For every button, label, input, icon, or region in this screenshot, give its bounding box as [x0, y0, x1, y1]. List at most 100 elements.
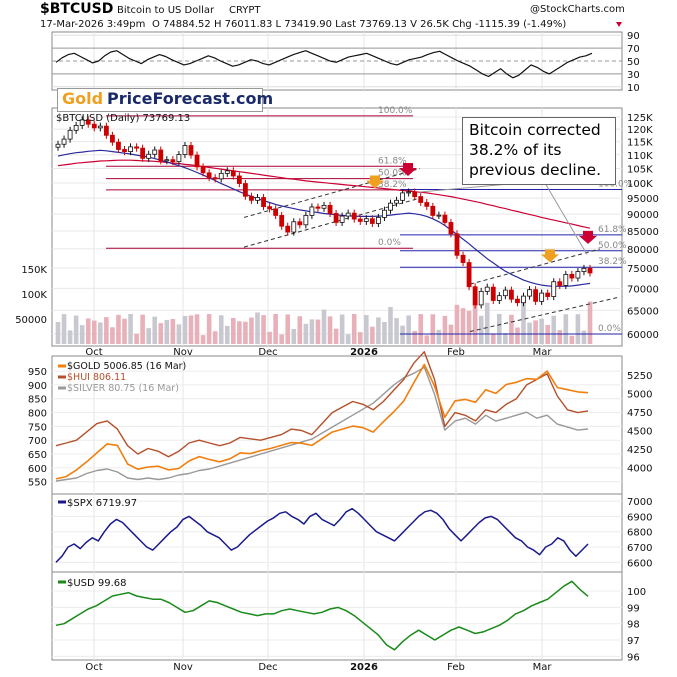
candle-body [527, 289, 532, 297]
candle-body [122, 149, 127, 152]
volume-bar [587, 301, 593, 344]
volume-bar [400, 325, 405, 344]
candle-body [363, 218, 369, 222]
annotation-line-3: previous decline. [469, 161, 601, 179]
spx-tick-label: 6800 [627, 528, 652, 539]
annotation-line-2: 38.2% of its [469, 141, 562, 159]
x-tick-label-bottom: Dec [258, 662, 277, 673]
volume-bar [351, 314, 357, 344]
volume-bar [527, 322, 532, 344]
logo: Gold PriceForecast.com [57, 88, 273, 112]
volume-bar [158, 323, 164, 344]
x-tick-label-top: Dec [258, 347, 277, 358]
volume-bar [364, 315, 369, 344]
x-tick-label-top: Feb [447, 347, 465, 358]
usd-panel [51, 571, 623, 661]
x-tick-label-top: Mar [533, 347, 553, 358]
fib-label: 100.0% [378, 106, 413, 116]
price-panel [51, 107, 623, 347]
candle-body [249, 195, 254, 201]
volume-bar [128, 314, 133, 344]
price-tick-label: 120K [627, 125, 653, 136]
x-tick-label-bottom: Mar [533, 662, 553, 673]
x-tick-label-bottom: 2026 [350, 662, 378, 673]
trend-channel-lower-2 [469, 296, 621, 333]
price-panel-content: 60000 65000 70000 75000 80000 85000 90000 95000… [15, 106, 659, 344]
candle-body [200, 166, 206, 174]
candle-body [333, 213, 339, 223]
price-tick-label: 100K [627, 179, 653, 190]
header-exchange: CRYPT [229, 5, 261, 16]
volume-bar [152, 316, 158, 344]
candle-body [146, 153, 152, 159]
candle-body [321, 204, 327, 209]
volume-bar [339, 314, 345, 344]
x-tick-label-top: Nov [173, 347, 193, 358]
metals-left-tick-label: 750 [28, 422, 47, 433]
metals-left-tick-label: 800 [28, 409, 47, 420]
rsi-line [55, 50, 593, 79]
gold-line [55, 363, 589, 480]
metals-left-tick-label: 900 [28, 381, 47, 392]
header-datetime: 17-Mar-2026 3:49pm [40, 19, 145, 30]
candle-body [472, 286, 478, 306]
metals-right-tick-label: 5250 [627, 371, 652, 382]
volume-bar [581, 330, 587, 344]
volume-bar [466, 310, 472, 344]
rsi-tick-label: 30 [627, 70, 640, 81]
spx-legend-label: $SPX 6719.97 [67, 498, 137, 509]
volume-bar [267, 331, 272, 344]
candle-body [164, 159, 170, 162]
candle-body [454, 233, 460, 256]
volume-bar [218, 315, 224, 344]
volume-bar [472, 304, 478, 344]
candle-body [436, 214, 442, 217]
volume-bar [418, 314, 424, 344]
volume-bar [376, 317, 381, 344]
x-tick-label-bottom: Nov [173, 662, 193, 673]
candle-body [521, 295, 526, 304]
header-symbol: $BTCUSD [40, 1, 113, 17]
price-tick-label: 115K [627, 138, 653, 149]
spx-tick-label: 6700 [627, 543, 652, 554]
usd-tick-label: 96 [627, 652, 640, 663]
metals-left-tick-label: 950 [28, 367, 47, 378]
volume-bar [327, 316, 333, 344]
volume-bar [261, 315, 266, 344]
candle-body [97, 125, 103, 129]
volume-bar [563, 314, 569, 344]
candle-body [587, 268, 593, 274]
spx-tick-label: 6900 [627, 512, 652, 523]
candle-body [448, 222, 454, 235]
rsi-tick-label: 10 [627, 83, 640, 94]
candle-body [539, 292, 545, 302]
metals-left-tick-label: 550 [28, 478, 47, 489]
price-tick-label: 80000 [627, 245, 659, 256]
candle-body [315, 206, 321, 209]
candle-body [466, 262, 472, 288]
volume-bar [503, 333, 508, 344]
volume-bar [98, 322, 103, 344]
volume-bar [146, 328, 151, 344]
fib-label: 38.2% [598, 257, 627, 267]
candle-body [412, 191, 418, 197]
candle-body [478, 290, 484, 306]
candle-body [212, 177, 218, 180]
candle-body [509, 289, 514, 300]
fib-label: 0.0% [598, 324, 621, 334]
header-ohlc: O 74884.52 H 76011.83 L 73419.90 Last 73… [152, 19, 566, 30]
candle-body [345, 212, 351, 217]
orange-arrow-icon [541, 249, 559, 263]
volume-bar [484, 302, 490, 344]
volume-bar [188, 315, 194, 344]
price-tick-label: 70000 [627, 284, 659, 295]
volume-bar [412, 330, 417, 344]
candle-body [376, 217, 381, 224]
candle-body [581, 268, 587, 272]
candle-body [91, 123, 97, 129]
spx-tick-label: 6600 [627, 558, 652, 569]
candle-body [79, 119, 85, 126]
price-tick-label: 60000 [627, 330, 659, 341]
volume-bar [116, 314, 121, 344]
price-tick-label: 65000 [627, 306, 659, 317]
